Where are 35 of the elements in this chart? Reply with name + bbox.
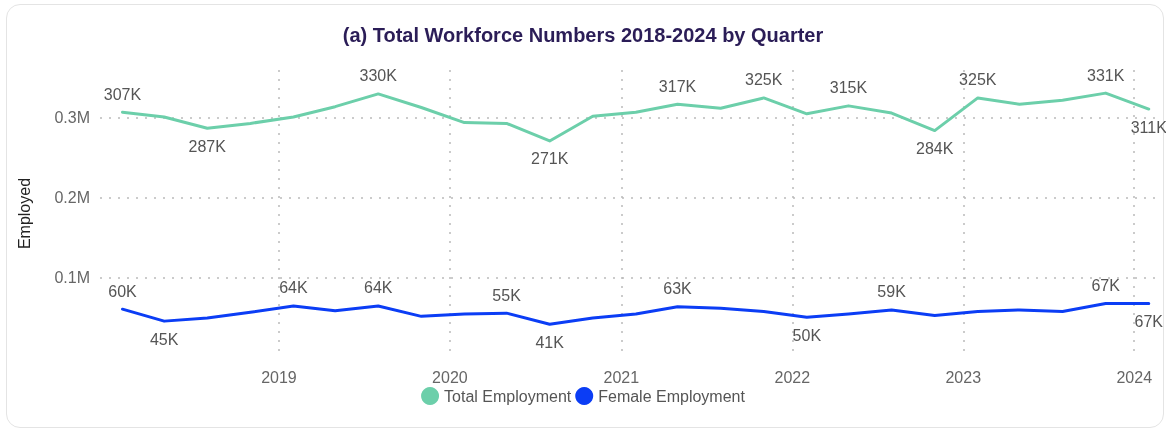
- data-label: 55K: [492, 286, 522, 304]
- data-label: 41K: [535, 333, 565, 351]
- x-tick-label: 2023: [945, 368, 982, 386]
- data-label: 330K: [359, 67, 398, 85]
- data-label: 325K: [745, 71, 783, 89]
- data-label: 317K: [658, 77, 697, 95]
- data-label: 50K: [792, 326, 822, 344]
- x-tick-label: 2020: [432, 368, 468, 386]
- legend-label: Female Employment: [598, 387, 746, 405]
- data-label: 64K: [279, 279, 309, 297]
- data-label: 311K: [1130, 118, 1166, 136]
- data-label: 287K: [188, 137, 227, 155]
- x-tick-label: 2019: [261, 368, 297, 386]
- y-tick-label: 0.3M: [54, 109, 90, 127]
- data-label: 60K: [108, 282, 138, 300]
- y-tick-label: 0.2M: [54, 189, 90, 207]
- data-label: 67K: [1091, 277, 1121, 295]
- y-axis-title: Employed: [15, 177, 33, 250]
- data-label: 64K: [364, 279, 393, 297]
- data-label: 45K: [149, 330, 179, 348]
- legend-label: Total Employment: [444, 387, 572, 405]
- data-label: 325K: [959, 71, 997, 89]
- data-label: 284K: [916, 140, 954, 158]
- y-tick-label: 0.1M: [54, 268, 90, 286]
- data-label: 63K: [663, 280, 693, 298]
- data-label: 271K: [530, 150, 569, 168]
- x-tick-label: 2022: [774, 368, 811, 386]
- data-label: 331K: [1086, 66, 1125, 84]
- chart-title: (a) Total Workforce Numbers 2018-2024 by Quarter: [342, 24, 824, 46]
- data-label: 67K: [1134, 313, 1164, 331]
- data-label: 315K: [829, 79, 868, 97]
- x-tick-label: 2024: [1116, 368, 1153, 386]
- data-label: 59K: [877, 283, 907, 301]
- x-tick-label: 2021: [603, 368, 640, 386]
- data-label: 307K: [103, 85, 142, 103]
